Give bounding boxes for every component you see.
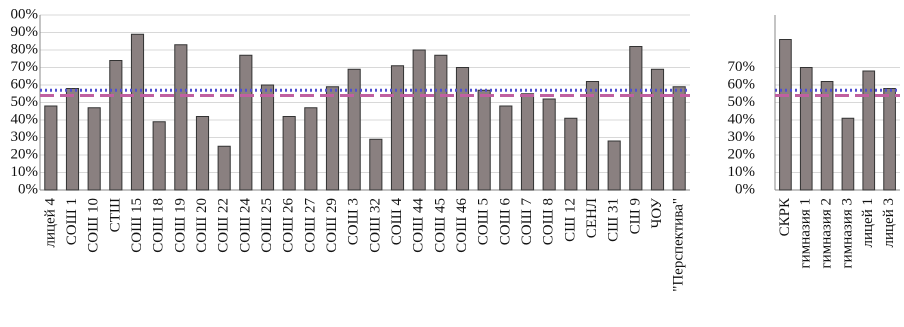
y-tick-label: 00% — [11, 6, 39, 22]
bar — [564, 117, 578, 191]
bar — [174, 44, 188, 191]
y-tick-label: 0% — [18, 181, 38, 197]
bar — [109, 60, 123, 191]
y-tick-label: 30% — [728, 129, 756, 145]
x-tick-label: СЕНЛ — [584, 198, 600, 238]
x-tick-label: СОШ 24 — [237, 198, 253, 253]
y-tick-label: 60% — [728, 76, 756, 92]
y-tick-label: 30% — [11, 129, 39, 145]
x-tick-label: СОШ 19 — [172, 198, 188, 253]
x-tick-label: СОШ 7 — [519, 198, 535, 246]
bar — [325, 86, 340, 191]
x-tick-label: СШ 12 — [562, 198, 578, 242]
x-tick-label: лицей 3 — [881, 198, 897, 247]
bar — [304, 107, 318, 191]
y-tick-label: 90% — [11, 24, 39, 40]
y-tick-label: 0% — [735, 181, 755, 197]
bar — [195, 116, 210, 191]
x-tick-label: СОШ 45 — [432, 198, 448, 253]
x-tick-label: СОШ 8 — [541, 198, 557, 245]
x-tick-label: СОШ 3 — [346, 198, 362, 245]
x-tick-label: гимназия 1 — [798, 198, 814, 268]
x-tick-label: СОШ 20 — [194, 198, 210, 253]
bar — [585, 81, 600, 191]
bar — [152, 121, 166, 191]
x-tick-label: СОШ 22 — [216, 198, 232, 253]
y-tick-label: 40% — [728, 111, 756, 127]
bar — [347, 68, 361, 191]
bar — [282, 116, 296, 191]
bar — [799, 67, 813, 191]
bar — [820, 81, 834, 191]
bar — [239, 54, 253, 191]
x-tick-label: СОШ 46 — [454, 198, 470, 253]
y-tick-label: 20% — [11, 146, 39, 162]
bar — [499, 105, 513, 191]
bar — [87, 107, 101, 191]
bar — [779, 39, 792, 191]
y-tick-label: 70% — [728, 59, 756, 75]
bar — [607, 140, 621, 191]
y-tick-label: 60% — [11, 76, 39, 92]
x-tick-label: СОШ 5 — [476, 198, 492, 245]
bar — [412, 49, 426, 191]
bar — [520, 93, 535, 191]
x-tick-label: гимназия 2 — [819, 198, 835, 268]
y-tick-label: 50% — [728, 94, 756, 110]
x-tick-label: гимназия 3 — [839, 198, 855, 268]
x-tick-label: СОШ 32 — [367, 198, 383, 253]
x-tick-label: СШ 31 — [606, 198, 622, 242]
x-tick-label: СОШ 15 — [129, 198, 145, 253]
bar — [629, 46, 643, 191]
x-tick-label: "Перспектива" — [671, 198, 687, 292]
bar — [862, 70, 876, 191]
x-tick-label: СОШ 44 — [411, 198, 427, 253]
bar — [44, 105, 58, 191]
x-tick-label: СОШ 6 — [497, 198, 513, 246]
bar — [130, 33, 145, 191]
bar — [434, 54, 448, 191]
x-tick-label: лицей 4 — [42, 198, 58, 248]
x-tick-label: СШ 9 — [627, 198, 643, 234]
y-tick-label: 40% — [11, 111, 39, 127]
y-tick-label: 80% — [11, 41, 39, 57]
bar — [217, 145, 231, 191]
x-tick-label: СТШ — [107, 198, 123, 232]
bar — [672, 86, 686, 191]
bar — [260, 84, 275, 191]
bar — [455, 67, 470, 191]
x-tick-label: СОШ 25 — [259, 198, 275, 253]
x-tick-label: ЧОУ — [649, 198, 665, 229]
bar — [650, 68, 665, 191]
y-tick-label: 50% — [11, 94, 39, 110]
y-tick-label: 70% — [11, 59, 39, 75]
bar — [369, 138, 383, 191]
y-tick-label: 10% — [728, 164, 756, 180]
x-tick-label: СОШ 1 — [64, 198, 80, 245]
x-tick-label: СОШ 29 — [324, 198, 340, 253]
bar — [65, 88, 80, 191]
x-tick-label: СОШ 4 — [389, 198, 405, 246]
bar — [390, 65, 405, 191]
bar — [542, 98, 556, 191]
y-tick-label: 10% — [11, 164, 39, 180]
x-tick-label: СОШ 18 — [151, 198, 167, 253]
bar — [477, 89, 491, 191]
x-tick-label: СКРК — [777, 197, 793, 236]
x-tick-label: лицей 1 — [860, 198, 876, 247]
y-tick-label: 20% — [728, 146, 756, 162]
bar — [841, 117, 855, 191]
x-tick-label: СОШ 10 — [86, 198, 102, 253]
x-tick-label: СОШ 26 — [281, 198, 297, 253]
x-tick-label: СОШ 27 — [302, 198, 318, 253]
bar — [883, 88, 896, 191]
